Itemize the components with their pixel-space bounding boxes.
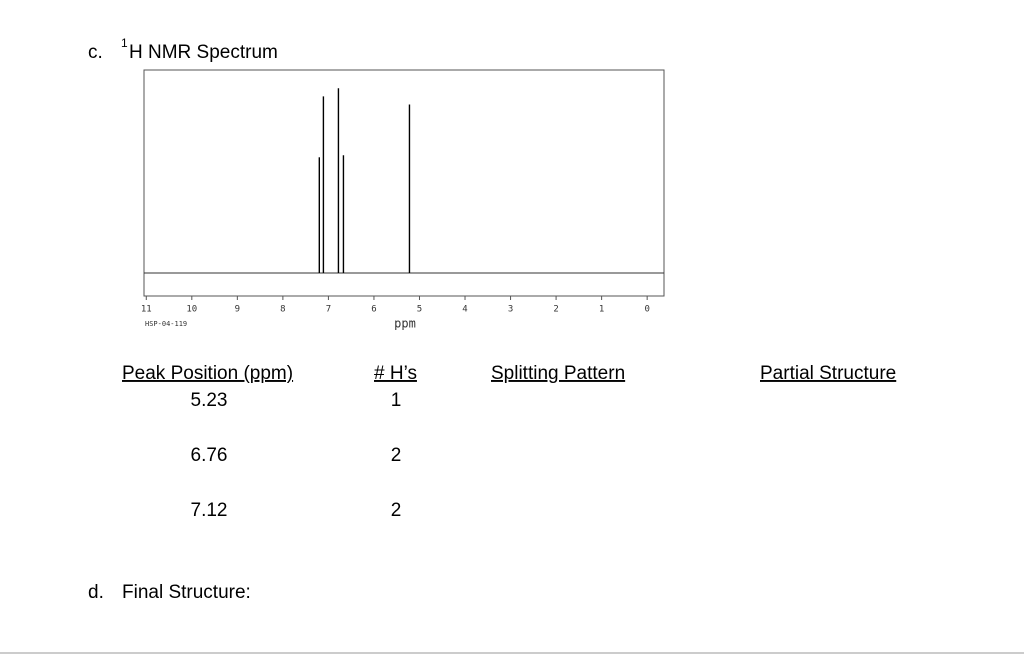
x-tick-label: 7 [326, 305, 331, 315]
x-tick-label: 10 [186, 305, 197, 315]
x-tick-label: 0 [644, 305, 649, 315]
section-label: d. [88, 582, 104, 603]
table-header: Partial Structure [760, 363, 896, 384]
table-header: Peak Position (ppm) [122, 363, 293, 384]
peak-position: 7.12 [191, 500, 228, 521]
proton-count: 1 [391, 390, 402, 411]
table-header: Splitting Pattern [491, 363, 625, 384]
table-header: # H’s [374, 363, 417, 384]
x-tick-label: 5 [417, 305, 422, 315]
proton-count: 2 [391, 500, 402, 521]
section-label: c. [88, 42, 103, 63]
x-tick-label: 4 [462, 305, 467, 315]
section-title: Final Structure: [122, 582, 251, 603]
x-axis-label: ppm [394, 317, 416, 331]
x-tick-label: 2 [553, 305, 558, 315]
x-tick-label: 3 [508, 305, 513, 315]
sample-id: HSP-04-119 [145, 320, 187, 328]
table-body: 5.23 1 6.76 2 7.12 2 [191, 390, 402, 521]
peak-position: 6.76 [191, 445, 228, 466]
x-tick-label: 8 [280, 305, 285, 315]
plot-frame [143, 69, 665, 297]
x-tick-label: 1 [599, 305, 604, 315]
peak-position: 5.23 [191, 390, 228, 411]
section-title: H NMR Spectrum [129, 42, 278, 63]
x-tick-label: 6 [371, 305, 376, 315]
x-tick-label: 11 [141, 305, 152, 315]
superscript: 1 [121, 36, 128, 50]
x-tick-label: 9 [235, 305, 240, 315]
proton-count: 2 [391, 445, 402, 466]
